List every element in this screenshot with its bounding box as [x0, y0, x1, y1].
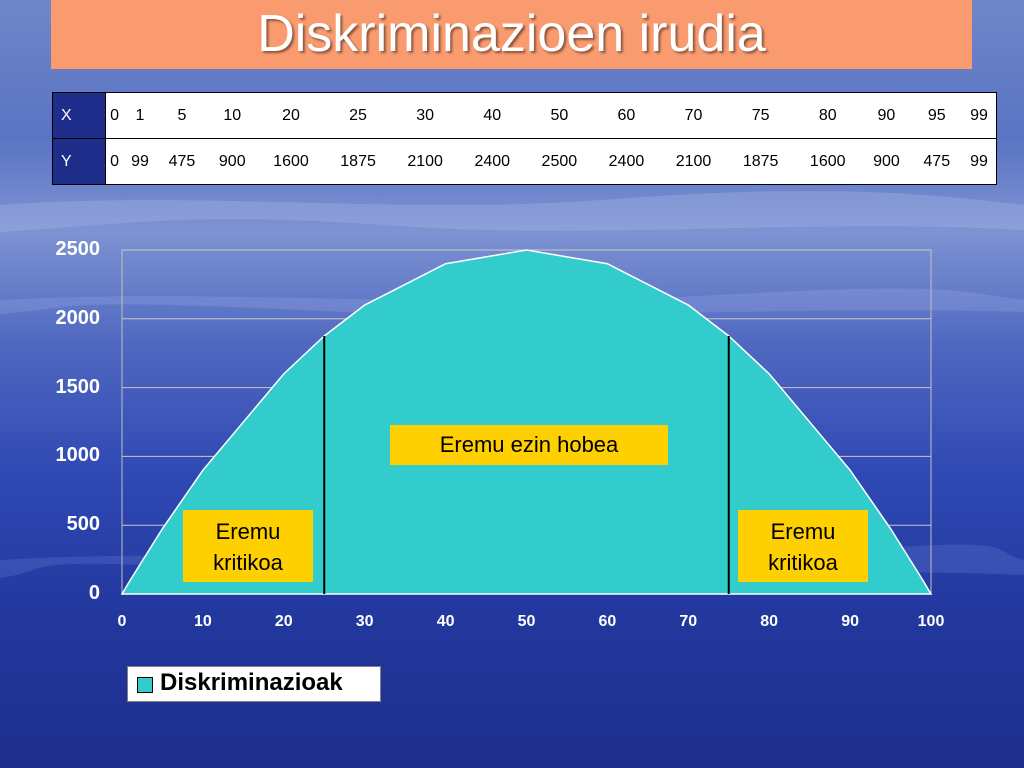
table-cell-y: 99 — [961, 138, 997, 185]
x-tick-label: 30 — [355, 613, 374, 630]
table-cell-y: 900 — [861, 138, 912, 185]
y-tick-label: 2500 — [55, 238, 101, 260]
table-cell-y: 1875 — [727, 138, 795, 185]
y-tick-label: 1500 — [55, 375, 101, 398]
callout-line: Eremu — [770, 519, 836, 544]
table-cell-y: 2100 — [659, 138, 728, 185]
table-cell-x: 99 — [961, 92, 997, 139]
y-tick-label: 1000 — [55, 444, 101, 467]
table-cell-x: 50 — [525, 92, 593, 139]
table-cell-x: 40 — [458, 92, 526, 139]
table-row-x: X 0 1 5 10 20 25 30 40 50 60 70 75 80 90 95 99 — [52, 92, 997, 139]
table-cell-y: 99 — [123, 138, 157, 185]
x-tick-label: 50 — [517, 613, 536, 630]
table-cell-y: 900 — [207, 138, 258, 185]
table-cell-y: 0 — [105, 138, 124, 185]
x-tick-label: 70 — [679, 613, 698, 630]
callout-line: kritikoa — [213, 550, 283, 575]
table-cell-y: 1600 — [794, 138, 862, 185]
table-cell-x: 95 — [911, 92, 962, 139]
callout-critical-zone-right: Eremu kritikoa — [738, 510, 868, 582]
x-tick-label: 100 — [917, 613, 945, 630]
y-header: Y — [52, 138, 106, 185]
table-cell-y: 2500 — [525, 138, 593, 185]
chart-legend: Diskriminazioak — [127, 666, 381, 702]
data-table: X 0 1 5 10 20 25 30 40 50 60 70 75 80 90 95 99 Y 0 99 475… — [52, 92, 997, 185]
y-tick-label: 0 — [88, 582, 100, 604]
table-cell-x: 60 — [592, 92, 660, 139]
y-tick-label: 2000 — [55, 306, 101, 329]
x-tick-label: 60 — [598, 613, 617, 630]
table-cell-x: 0 — [105, 92, 124, 139]
x-header: X — [52, 92, 106, 139]
x-tick-label: 90 — [841, 613, 859, 630]
x-tick-label: 40 — [436, 613, 455, 630]
table-cell-x: 75 — [727, 92, 795, 139]
legend-label: Diskriminazioak — [160, 669, 343, 696]
y-tick-label: 500 — [66, 513, 100, 536]
legend-swatch — [137, 677, 153, 693]
x-tick-label: 0 — [117, 613, 127, 630]
table-cell-x: 30 — [391, 92, 459, 139]
table-cell-x: 25 — [324, 92, 392, 139]
table-cell-x: 80 — [794, 92, 862, 139]
x-tick-label: 10 — [193, 613, 212, 630]
table-cell-y: 2400 — [458, 138, 526, 185]
table-cell-x: 20 — [257, 92, 325, 139]
table-cell-x: 1 — [123, 92, 157, 139]
callout-critical-zone-left: Eremu kritikoa — [183, 510, 313, 582]
table-cell-x: 5 — [156, 92, 208, 139]
table-cell-y: 475 — [156, 138, 208, 185]
table-cell-y: 1875 — [324, 138, 392, 185]
callout-line: Eremu — [215, 519, 281, 544]
table-cell-y: 2100 — [391, 138, 459, 185]
callout-line: kritikoa — [768, 550, 838, 575]
page-title: Diskriminazioen irudia — [257, 5, 766, 63]
table-cell-x: 10 — [207, 92, 258, 139]
table-row-y: Y 0 99 475 900 1600 1875 2100 2400 2500 2400 2100 1… — [52, 138, 997, 185]
x-tick-label: 20 — [274, 613, 293, 630]
table-cell-y: 475 — [911, 138, 962, 185]
callout-optimal-zone: Eremu ezin hobea — [390, 425, 668, 465]
x-tick-label: 80 — [760, 613, 779, 630]
table-cell-x: 70 — [659, 92, 728, 139]
table-cell-y: 1600 — [257, 138, 325, 185]
table-cell-x: 90 — [861, 92, 912, 139]
table-cell-y: 2400 — [592, 138, 660, 185]
title-banner: Diskriminazioen irudia — [51, 0, 972, 69]
